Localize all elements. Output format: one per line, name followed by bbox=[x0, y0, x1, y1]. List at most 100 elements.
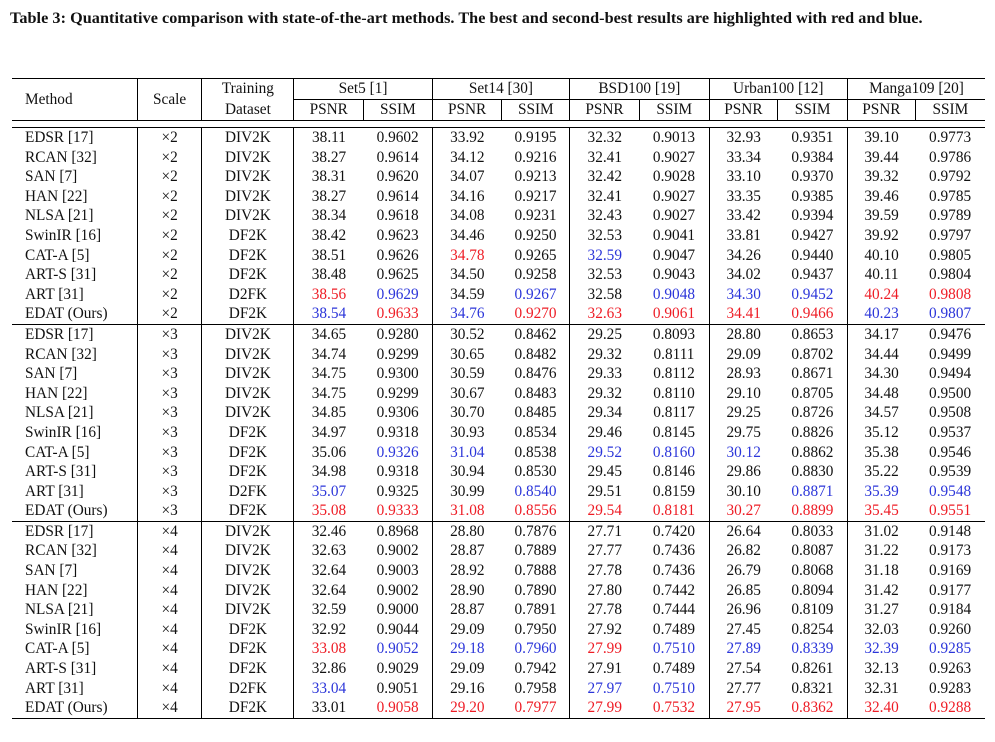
psnr-cell: 38.27 bbox=[311, 148, 347, 166]
ssim-cell: 0.9043 bbox=[639, 265, 710, 285]
ssim-cell: 0.7890 bbox=[501, 580, 571, 601]
psnr-cell: 26.96 bbox=[726, 601, 761, 619]
psnr-cell: 33.35 bbox=[726, 187, 761, 205]
ssim-cell: 0.9048 bbox=[639, 284, 710, 305]
table-row: CAT-A [5] ×4 DF2K 33.08 0.9052 29.18 0.7960 27.… bbox=[12, 639, 985, 660]
psnr-cell: 30.12 bbox=[726, 443, 761, 461]
psnr-cell: 32.39 bbox=[864, 640, 899, 658]
ssim-cell: 0.8094 bbox=[777, 580, 848, 601]
ssim-cell: 0.9306 bbox=[363, 403, 433, 423]
psnr-cell: 27.54 bbox=[726, 660, 761, 678]
method-cell: CAT-A [5] bbox=[12, 639, 138, 660]
ssim-cell: 0.7960 bbox=[501, 639, 571, 660]
method-cell: RCAN [32] bbox=[12, 541, 138, 562]
psnr-cell: 32.42 bbox=[587, 168, 622, 186]
psnr-cell: 34.44 bbox=[864, 345, 899, 363]
psnr-cell: 40.23 bbox=[864, 305, 899, 323]
dataset-header-bsd100: BSD100 [19] bbox=[569, 78, 710, 100]
psnr-cell: 32.46 bbox=[293, 520, 364, 542]
method-cell: SwinIR [16] bbox=[12, 422, 138, 443]
psnr-cell: 39.44 bbox=[864, 148, 899, 166]
psnr-cell: 27.92 bbox=[587, 620, 622, 638]
psnr-cell: 32.93 bbox=[709, 126, 778, 148]
psnr-cell: 40.10 bbox=[864, 246, 899, 264]
psnr-cell: 26.64 bbox=[709, 520, 778, 542]
method-cell: SAN [7] bbox=[12, 364, 138, 384]
ssim-cell: 0.9499 bbox=[929, 345, 972, 363]
scale-cell: ×2 bbox=[137, 206, 203, 226]
ssim-cell: 0.9002 bbox=[363, 541, 433, 562]
method-cell: EDAT (Ours) bbox=[12, 698, 138, 719]
psnr-cell: 34.98 bbox=[311, 463, 347, 481]
training-dataset-cell: DF2K bbox=[201, 422, 295, 443]
table-header: Method Scale Training Set5 [1] Set14 [30… bbox=[12, 78, 985, 121]
ssim-cell: 0.8476 bbox=[501, 364, 571, 384]
ssim-cell: 0.8111 bbox=[639, 344, 710, 365]
psnr-cell: 29.32 bbox=[587, 345, 622, 363]
ssim-cell: 0.9325 bbox=[363, 481, 433, 502]
ssim-cell: 0.8160 bbox=[639, 442, 710, 463]
training-dataset-cell: DF2K bbox=[201, 245, 295, 266]
ssim-cell: 0.9260 bbox=[929, 620, 972, 638]
results-table: Method Scale Training Set5 [1] Set14 [30… bbox=[12, 78, 985, 719]
psnr-cell: 34.30 bbox=[726, 285, 761, 303]
psnr-cell: 29.33 bbox=[587, 365, 622, 383]
ssim-cell: 0.8862 bbox=[777, 442, 848, 463]
psnr-cell: 35.06 bbox=[311, 443, 347, 461]
ssim-cell: 0.8826 bbox=[777, 422, 848, 443]
ssim-cell: 0.9299 bbox=[363, 383, 433, 404]
table-row: NLSA [21] ×2 DIV2K 38.34 0.9618 34.08 0.9231 32… bbox=[12, 206, 985, 226]
ssim-cell: 0.7950 bbox=[501, 619, 571, 640]
training-dataset-cell: DF2K bbox=[201, 442, 295, 463]
method-cell: HAN [22] bbox=[12, 383, 138, 404]
scale-cell: ×2 bbox=[137, 304, 203, 325]
method-cell: RCAN [32] bbox=[12, 344, 138, 365]
method-cell: ART [31] bbox=[12, 481, 138, 502]
method-cell: SAN [7] bbox=[12, 561, 138, 581]
scale-cell: ×2 bbox=[137, 284, 203, 305]
ssim-header: SSIM bbox=[501, 99, 571, 121]
psnr-cell: 30.93 bbox=[450, 423, 485, 441]
psnr-cell: 33.34 bbox=[726, 148, 761, 166]
ssim-cell: 0.8871 bbox=[777, 481, 848, 502]
ssim-cell: 0.8321 bbox=[777, 678, 848, 699]
scale-cell: ×3 bbox=[137, 383, 203, 404]
ssim-cell: 0.7436 bbox=[639, 561, 710, 581]
ssim-cell: 0.9217 bbox=[501, 186, 571, 207]
table-body: EDSR [17] ×2 DIV2K 38.11 0.9602 33.92 0.9195 32… bbox=[12, 121, 985, 719]
ssim-cell: 0.7489 bbox=[639, 619, 710, 640]
ssim-cell: 0.9370 bbox=[777, 167, 848, 187]
ssim-cell: 0.9231 bbox=[501, 206, 571, 226]
psnr-cell: 29.16 bbox=[450, 679, 485, 697]
psnr-cell: 34.65 bbox=[293, 323, 364, 345]
ssim-cell: 0.9013 bbox=[639, 126, 710, 148]
psnr-cell: 32.32 bbox=[569, 126, 640, 148]
ssim-cell: 0.8112 bbox=[639, 364, 710, 384]
training-dataset-cell: DIV2K bbox=[201, 206, 295, 226]
table-row: RCAN [32] ×2 DIV2K 38.27 0.9614 34.12 0.9216 32… bbox=[12, 147, 985, 168]
ssim-cell: 0.9052 bbox=[363, 639, 433, 660]
table-row: EDSR [17] ×4 DIV2K 32.46 0.8968 28.80 0.7876 27… bbox=[12, 520, 985, 542]
training-dataset-cell: DF2K bbox=[201, 698, 295, 719]
psnr-cell: 34.12 bbox=[450, 148, 485, 166]
ssim-cell: 0.9797 bbox=[929, 226, 972, 244]
psnr-cell: 34.08 bbox=[450, 207, 485, 225]
training-dataset-cell: DIV2K bbox=[201, 383, 295, 404]
psnr-cell: 27.95 bbox=[709, 698, 778, 719]
ssim-cell: 0.9258 bbox=[501, 265, 571, 285]
psnr-cell: 35.39 bbox=[864, 482, 899, 500]
psnr-cell: 29.10 bbox=[726, 384, 761, 402]
table-row: SwinIR [16] ×4 DF2K 32.92 0.9044 29.09 0.7950 2… bbox=[12, 619, 985, 640]
scale-cell: ×2 bbox=[137, 265, 203, 285]
table-row: EDAT (Ours) ×2 DF2K 38.54 0.9633 34.76 0.9270 3… bbox=[12, 304, 985, 325]
scale-cell: ×4 bbox=[137, 520, 203, 542]
psnr-cell: 30.65 bbox=[450, 345, 485, 363]
psnr-cell: 29.34 bbox=[587, 404, 622, 422]
ssim-cell: 0.8556 bbox=[501, 501, 571, 522]
table-row: RCAN [32] ×3 DIV2K 34.74 0.9299 30.65 0.8482 29… bbox=[12, 344, 985, 365]
psnr-cell: 32.31 bbox=[864, 679, 899, 697]
psnr-cell: 39.92 bbox=[864, 226, 899, 244]
ssim-cell: 0.9028 bbox=[639, 167, 710, 187]
psnr-cell: 31.02 bbox=[847, 520, 916, 542]
method-cell: HAN [22] bbox=[12, 186, 138, 207]
